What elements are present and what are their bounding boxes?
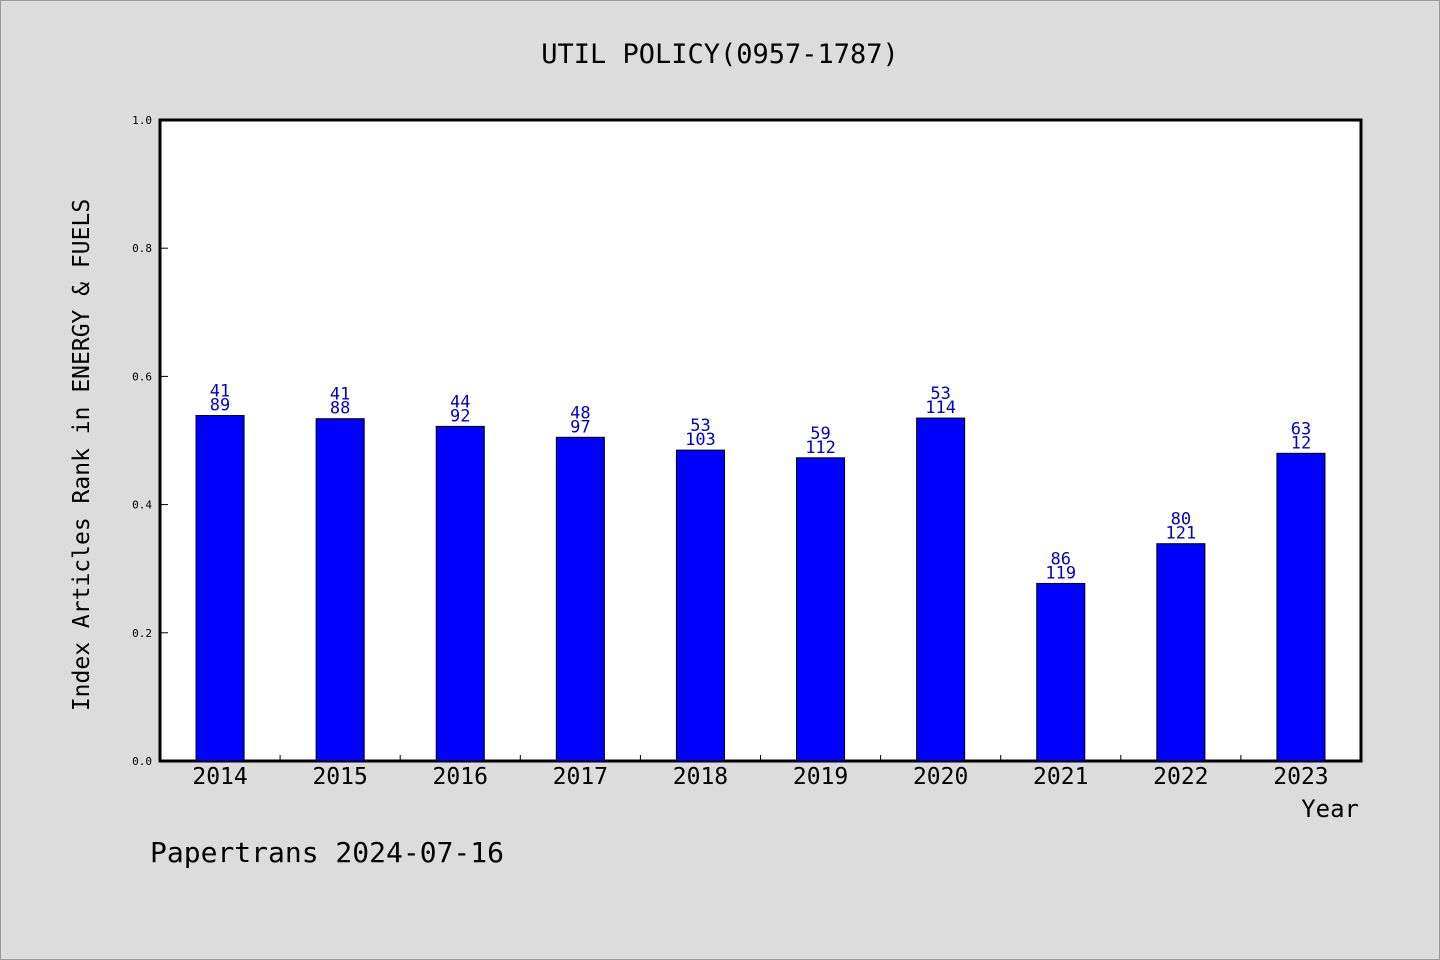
bars bbox=[195, 415, 1326, 762]
bar-label-top: 53 bbox=[690, 416, 710, 436]
bar-label-bottom: 97 bbox=[570, 417, 590, 437]
bar-label-bottom: 103 bbox=[685, 430, 716, 450]
bar-label-top: 80 bbox=[1171, 510, 1191, 530]
x-axis: 2014 2015 2016 2017 2018 2019 2020 2021 2022 2023 bbox=[192, 755, 1329, 790]
bar-label-bottom: 89 bbox=[210, 396, 230, 416]
bar-2015 bbox=[315, 418, 365, 762]
y-axis-label: Index Articles Rank in ENERGY & FUELS bbox=[69, 199, 95, 711]
x-tick-label: 2019 bbox=[793, 764, 848, 790]
bar-label-bottom: 119 bbox=[1045, 563, 1076, 583]
x-tick-label: 2014 bbox=[192, 764, 247, 790]
bar-label-bottom: 112 bbox=[805, 438, 836, 458]
y-tick-label: 1.0 bbox=[132, 114, 152, 127]
bar-label-top: 48 bbox=[570, 403, 590, 423]
y-tick-label: 0.6 bbox=[132, 370, 152, 383]
bar-2016 bbox=[435, 425, 485, 762]
bar-label-bottom: 92 bbox=[450, 406, 470, 426]
bar-2017 bbox=[555, 436, 605, 762]
footer-credit: Papertrans 2024-07-16 bbox=[150, 836, 504, 869]
bar-label-top: 53 bbox=[930, 384, 950, 404]
bar-label-bottom: 88 bbox=[330, 399, 350, 419]
bar-2018 bbox=[675, 449, 725, 762]
x-tick-label: 2023 bbox=[1273, 764, 1328, 790]
x-axis-label: Year bbox=[1301, 795, 1359, 823]
bar-2022 bbox=[1156, 543, 1206, 762]
y-tick-label: 0.4 bbox=[132, 499, 152, 512]
bar-2020 bbox=[916, 417, 966, 762]
x-tick-label: 2017 bbox=[553, 764, 608, 790]
bar-label-top: 86 bbox=[1051, 549, 1071, 569]
x-tick-label: 2021 bbox=[1033, 764, 1088, 790]
bar-label-top: 44 bbox=[450, 392, 470, 412]
bar-label-top: 41 bbox=[330, 385, 350, 405]
bar-2023 bbox=[1276, 452, 1326, 762]
chart-title: UTIL POLICY(0957-1787) bbox=[541, 39, 899, 70]
x-tick-label: 2022 bbox=[1153, 764, 1208, 790]
y-axis: 0.0 0.2 0.4 0.6 0.8 1.0 bbox=[132, 114, 168, 768]
x-tick-label: 2018 bbox=[673, 764, 728, 790]
y-tick-label: 0.2 bbox=[132, 627, 152, 640]
bar-label-top: 59 bbox=[810, 424, 830, 444]
x-tick-label: 2020 bbox=[913, 764, 968, 790]
bar-2014 bbox=[195, 415, 245, 762]
bar-label-bottom: 121 bbox=[1165, 524, 1196, 544]
y-tick-label: 0.8 bbox=[132, 242, 152, 255]
bar-2021 bbox=[1036, 582, 1086, 762]
bar-label-bottom: 12 bbox=[1291, 433, 1311, 453]
bar-label-top: 63 bbox=[1291, 419, 1311, 439]
x-tick-label: 2015 bbox=[312, 764, 367, 790]
x-tick-label: 2016 bbox=[433, 764, 488, 790]
bar-2019 bbox=[796, 457, 846, 762]
bar-label-top: 41 bbox=[210, 382, 230, 402]
bar-label-bottom: 114 bbox=[925, 398, 956, 418]
y-tick-label: 0.0 bbox=[132, 755, 152, 768]
